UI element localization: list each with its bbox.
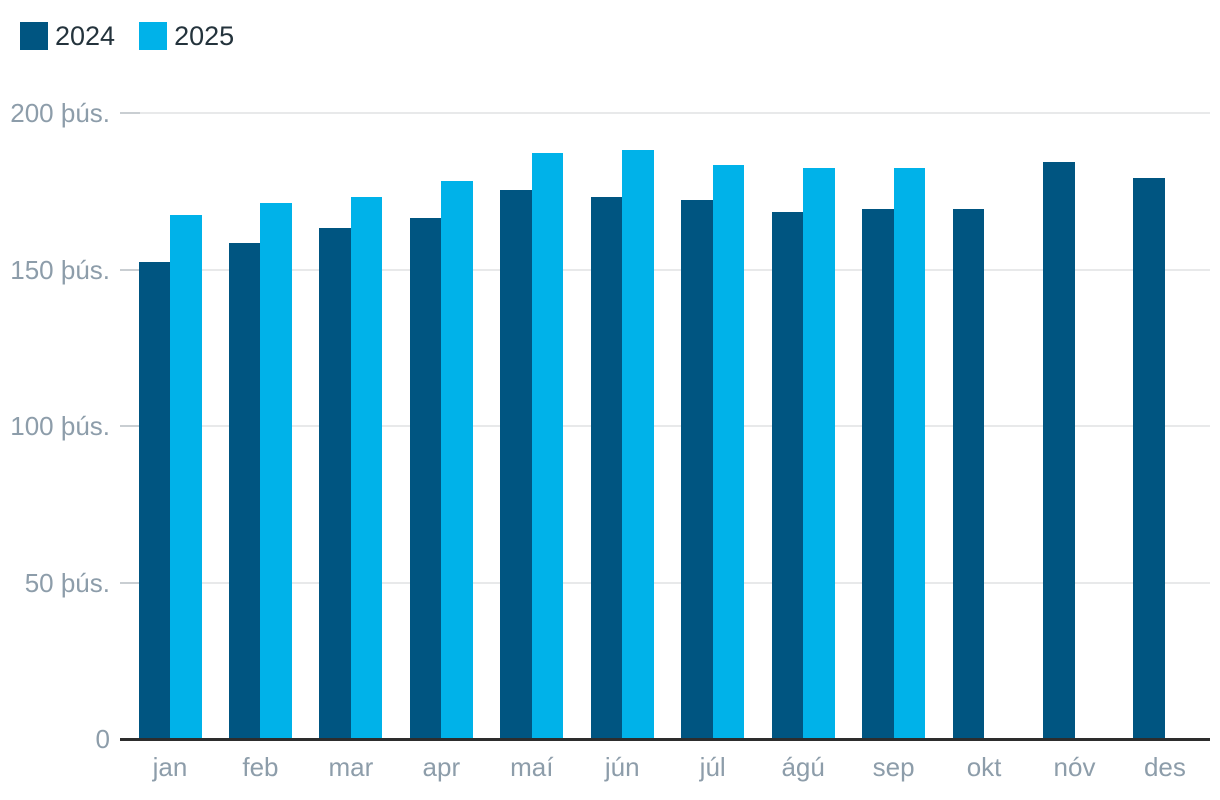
x-axis-label-des: des bbox=[1143, 752, 1186, 782]
bar-2025-mar[interactable] bbox=[350, 196, 383, 738]
x-axis-label-nóv: nóv bbox=[1053, 752, 1096, 782]
bar-2025-júl[interactable] bbox=[712, 165, 745, 738]
x-axis-label-ágú: ágú bbox=[781, 752, 825, 782]
x-axis-label-maí: maí bbox=[510, 752, 554, 782]
bar-2024-jan[interactable] bbox=[138, 262, 170, 738]
gridline-150 bbox=[140, 268, 1210, 271]
x-axis-label-sep: sep bbox=[872, 752, 915, 782]
y-axis-label-150: 150 þús. bbox=[10, 254, 110, 285]
bar-2024-okt[interactable] bbox=[952, 209, 985, 738]
y-axis-tick-200 bbox=[120, 112, 140, 114]
legend-item-2025: 2025 bbox=[139, 22, 234, 50]
bar-2024-apr[interactable] bbox=[409, 218, 442, 738]
y-axis-label-100: 100 þús. bbox=[10, 411, 110, 441]
y-axis-tick-150 bbox=[120, 268, 140, 271]
y-axis-label-50: 50 þús. bbox=[24, 567, 110, 598]
bar-2024-nóv[interactable] bbox=[1043, 162, 1075, 738]
bar-2024-sep[interactable] bbox=[862, 209, 894, 738]
bar-2025-jan[interactable] bbox=[170, 215, 202, 738]
x-axis-line bbox=[120, 738, 1210, 741]
x-axis-label-jan: jan bbox=[152, 752, 188, 782]
bar-2024-des[interactable] bbox=[1133, 177, 1165, 738]
x-axis-label-jún: jún bbox=[604, 752, 640, 782]
bar-2025-ágú[interactable] bbox=[803, 168, 835, 738]
y-axis-label-200: 200 þús. bbox=[10, 98, 110, 128]
bar-2025-jún[interactable] bbox=[622, 149, 654, 738]
chart-legend: 2024 2025 bbox=[20, 22, 234, 50]
x-axis-label-apr: apr bbox=[422, 752, 461, 782]
bar-2025-apr[interactable] bbox=[441, 180, 473, 738]
bar-2024-maí[interactable] bbox=[500, 190, 532, 738]
bar-2024-júl[interactable] bbox=[681, 199, 713, 738]
y-axis-label-0: 0 bbox=[95, 724, 110, 754]
bar-2025-maí[interactable] bbox=[531, 152, 564, 738]
x-axis-label-feb: feb bbox=[242, 752, 279, 782]
gridline-100 bbox=[140, 425, 1210, 427]
legend-label-2024: 2024 bbox=[55, 21, 116, 51]
legend-swatch-2025 bbox=[139, 22, 168, 50]
bar-2024-jún[interactable] bbox=[590, 196, 623, 738]
bar-2024-ágú[interactable] bbox=[771, 212, 804, 738]
legend-label-2025: 2025 bbox=[174, 21, 235, 51]
gridline-50 bbox=[140, 581, 1210, 584]
y-axis-tick-50 bbox=[120, 581, 140, 584]
x-axis-label-mar: mar bbox=[328, 752, 374, 782]
x-axis-label-júl: júl bbox=[699, 752, 726, 782]
bar-2024-mar[interactable] bbox=[319, 227, 351, 738]
x-axis-label-okt: okt bbox=[966, 752, 1002, 782]
bar-2024-feb[interactable] bbox=[228, 243, 261, 738]
bar-2025-sep[interactable] bbox=[893, 168, 926, 738]
legend-item-2024: 2024 bbox=[20, 22, 115, 50]
gridline-200 bbox=[140, 112, 1210, 114]
y-axis-tick-100 bbox=[120, 425, 140, 427]
legend-swatch-2024 bbox=[20, 22, 48, 50]
bar-2025-feb[interactable] bbox=[260, 202, 292, 738]
